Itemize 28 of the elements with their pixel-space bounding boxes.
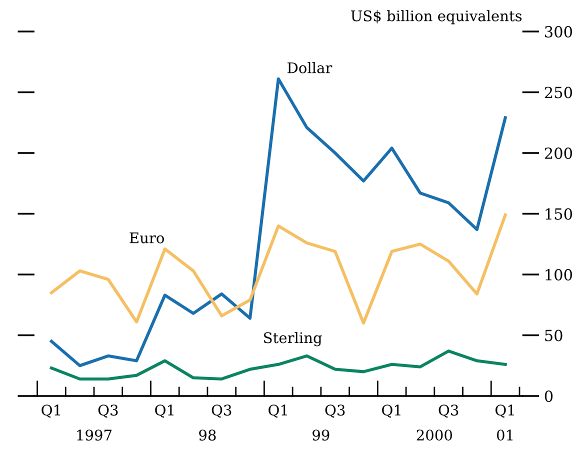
- text: 2000: [416, 430, 452, 441]
- text: 1997: [77, 430, 112, 441]
- y-axis-title: US$ billion equivalents: [351, 10, 522, 24]
- x-tick-label: Q1: [155, 404, 174, 418]
- line-series: [50, 77, 507, 368]
- series-label: Euro: [130, 232, 164, 244]
- line-series: [50, 213, 507, 325]
- x-tick-label: Q1: [496, 404, 514, 418]
- series-label: Sterling: [264, 332, 322, 346]
- x-tick-label: Q1: [268, 404, 287, 418]
- y-tick-label: 250: [544, 86, 572, 98]
- line-series: [50, 350, 507, 381]
- y-tick-label: 200: [544, 147, 572, 160]
- x-tick-label: Q1: [382, 404, 400, 418]
- x-tick-label: Q3: [98, 404, 118, 418]
- y-tick-label: 100: [546, 268, 572, 281]
- x-tick-label: Q1: [42, 404, 60, 418]
- text: 98: [199, 430, 216, 441]
- x-tick-label: Q3: [212, 404, 232, 418]
- y-tick-label: 50: [545, 330, 562, 342]
- series-label: Dollar: [288, 62, 332, 74]
- text: 99: [312, 430, 330, 441]
- x-tick-label: Q3: [325, 404, 345, 418]
- text: 01: [497, 430, 513, 441]
- y-tick-label: 300: [545, 26, 572, 38]
- y-tick-label: 150: [546, 208, 572, 220]
- x-tick-label: Q3: [438, 404, 458, 418]
- y-tick-label: 0: [544, 390, 553, 402]
